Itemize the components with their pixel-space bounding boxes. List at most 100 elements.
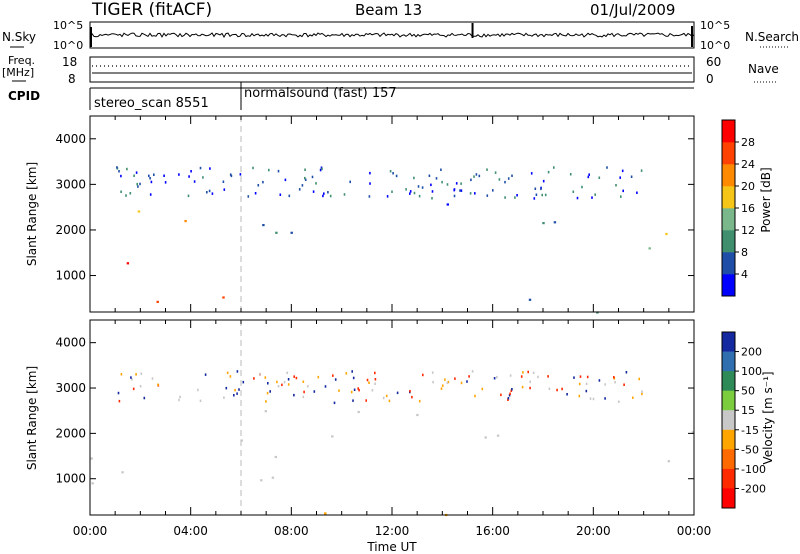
scatter-106 (504, 180, 506, 184)
noise-right-tick-top: 10^5 (700, 19, 730, 32)
cell-5-0 (324, 512, 327, 515)
noise-left-label: N.Sky (2, 30, 36, 44)
scatter-46 (332, 374, 334, 377)
scatter-96 (566, 393, 568, 396)
scatter-66 (150, 180, 153, 184)
scatter-83 (431, 197, 433, 200)
scatter-9 (641, 392, 643, 396)
scatter-97 (522, 371, 524, 374)
scatter-30 (303, 390, 305, 394)
scatter-84 (598, 379, 601, 382)
scatter-76 (475, 173, 478, 176)
scatter-56 (547, 170, 550, 174)
scatter-25 (149, 177, 151, 180)
scatter-114 (621, 169, 624, 173)
scatter-91 (257, 184, 260, 187)
scatter-118 (510, 389, 513, 392)
scatter-99 (223, 396, 225, 399)
scatter-24 (516, 194, 518, 197)
scatter-5 (388, 399, 391, 403)
scatter-80 (581, 185, 583, 189)
noise-right-label: N.Search (745, 30, 799, 44)
plot-title: TIGER (fitACF) (91, 0, 212, 20)
colorbar-swatch-5 (722, 164, 735, 187)
scatter-66 (500, 393, 502, 397)
colorbar-swatch-4 (722, 410, 735, 431)
scatter-17 (265, 400, 267, 403)
scatter-69 (264, 376, 267, 379)
scatter-135 (302, 395, 305, 399)
scatter-122 (556, 388, 558, 392)
scatter-131 (382, 396, 385, 400)
scatter-94 (529, 386, 531, 390)
cell-0-3 (271, 476, 275, 479)
scatter-72 (322, 194, 324, 198)
scatter-128 (269, 390, 271, 393)
scatter-0 (319, 168, 322, 172)
y-tick-label-2: 3000 (55, 381, 86, 395)
scatter-111 (254, 192, 257, 195)
scatter-37 (153, 173, 155, 176)
scatter-10 (507, 398, 509, 401)
scatter-74 (561, 387, 563, 391)
velocity-data (90, 370, 695, 517)
cell-3-0 (667, 460, 670, 463)
scatter-89 (521, 385, 524, 389)
colorbar-swatch-1 (722, 252, 735, 275)
scatter-139 (428, 174, 431, 177)
scatter-1 (435, 177, 438, 180)
x-tick-label-1: 04:00 (173, 524, 208, 538)
scatter-133 (534, 187, 537, 190)
scatter-130 (492, 189, 494, 192)
y-tick-label-0: 1000 (55, 472, 86, 486)
scatter-2 (120, 190, 122, 193)
scatter-47 (498, 178, 501, 181)
scatter-91 (179, 395, 181, 399)
scatter-93 (317, 375, 320, 379)
scatter-21 (276, 380, 278, 384)
scatter-102 (520, 375, 523, 378)
scatter-24 (466, 380, 468, 383)
scatter-23 (614, 381, 616, 384)
scatter-112 (486, 194, 489, 197)
scatter-123 (471, 370, 474, 373)
colorbar-swatch-0 (722, 332, 735, 352)
scatter-15 (585, 382, 588, 386)
scatter-101 (133, 174, 135, 177)
scatter-92 (287, 378, 290, 381)
cpid-segment-2: normalsound (fast) 157 (244, 86, 397, 101)
scatter-121 (287, 383, 290, 386)
scatter-138 (365, 399, 367, 402)
scatter-7 (548, 387, 551, 390)
scatter-106 (118, 399, 121, 403)
scatter-115 (206, 191, 208, 194)
scatter-72 (493, 377, 496, 380)
cell-5-4 (542, 222, 545, 225)
scatter-60 (604, 397, 606, 400)
velocity-y-axis: 1000 2000 3000 4000 (55, 336, 694, 486)
scatter-61 (277, 169, 280, 173)
scatter-47 (641, 390, 643, 393)
cell-1-5 (484, 436, 487, 439)
scatter-126 (613, 376, 615, 379)
scatter-35 (129, 192, 132, 195)
scatter-129 (338, 389, 340, 392)
scatter-77 (234, 388, 236, 392)
scatter-0 (334, 378, 337, 381)
scatter-119 (604, 383, 606, 386)
scatter-113 (157, 383, 159, 386)
freq-right-label: Nave (748, 62, 779, 76)
power-colorbar: 4 8 12 16 20 24 28 (721, 119, 755, 297)
freq-right-tick-bottom: 0 (706, 72, 714, 86)
scatter-6 (132, 387, 135, 391)
scatter-41 (135, 373, 137, 376)
scatter-55 (540, 187, 542, 191)
power-data (116, 166, 668, 314)
scatter-71 (473, 175, 475, 178)
scatter-97 (229, 173, 232, 176)
scatter-137 (418, 399, 421, 403)
scatter-73 (222, 180, 225, 183)
date-label: 01/Jul/2009 (590, 1, 675, 19)
cell-5-3 (275, 231, 278, 234)
frequency-panel: Freq. [MHz] 18 8 60 0 Nave (2, 54, 779, 86)
